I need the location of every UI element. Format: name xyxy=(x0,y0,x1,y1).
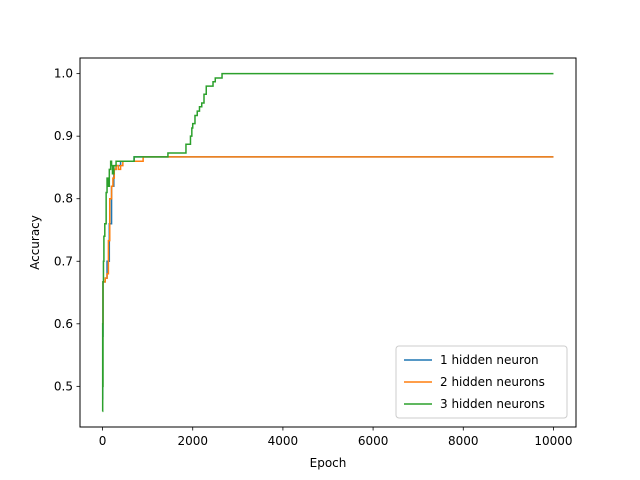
plot-area xyxy=(101,72,554,413)
legend-label-1: 1 hidden neuron xyxy=(440,353,539,367)
x-tick-label: 4000 xyxy=(268,434,299,448)
x-tick-label: 2000 xyxy=(177,434,208,448)
x-tick-label: 8000 xyxy=(448,434,479,448)
x-tick-label: 10000 xyxy=(534,434,572,448)
y-tick-label: 0.5 xyxy=(54,379,73,393)
legend-label-3: 3 hidden neurons xyxy=(440,397,545,411)
x-axis-ticks: 0 2000 4000 6000 8000 10000 xyxy=(99,427,573,448)
x-tick-label: 0 xyxy=(99,434,107,448)
series-line-3 xyxy=(101,72,554,413)
legend-box xyxy=(395,345,568,419)
y-axis-label: Accuracy xyxy=(28,215,42,270)
legend: 1 hidden neuron 2 hidden neurons 3 hidden … xyxy=(395,345,568,419)
y-tick-label: 0.8 xyxy=(54,192,73,206)
x-axis-label: Epoch xyxy=(310,456,347,470)
legend-label-2: 2 hidden neurons xyxy=(440,375,545,389)
y-tick-label: 0.7 xyxy=(54,254,73,268)
axes-frame xyxy=(79,57,577,428)
y-tick-label: 0.6 xyxy=(54,317,73,331)
y-axis-ticks: 0.5 0.6 0.7 0.8 0.9 1.0 xyxy=(54,67,80,393)
y-tick-label: 1.0 xyxy=(54,67,73,81)
y-tick-label: 0.9 xyxy=(54,129,73,143)
x-tick-label: 6000 xyxy=(358,434,389,448)
